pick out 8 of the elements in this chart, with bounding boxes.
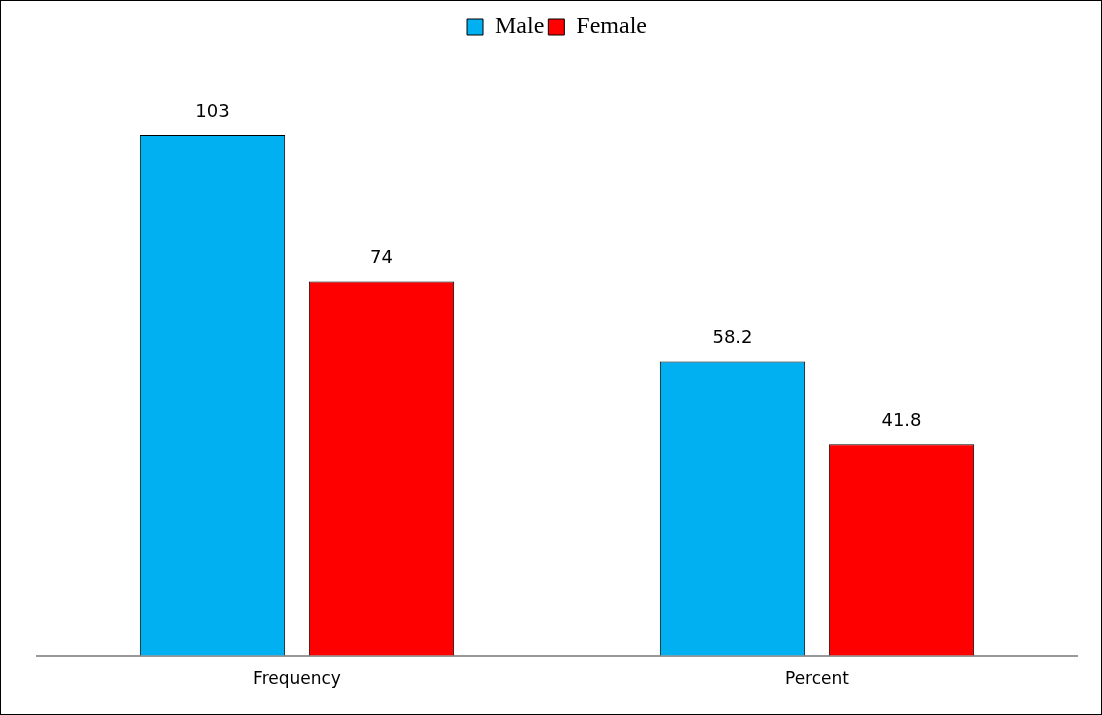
legend-label: Female bbox=[576, 12, 647, 39]
x-tick-label: Frequency bbox=[253, 668, 341, 689]
data-label: 74 bbox=[370, 246, 393, 268]
x-tick-label: Percent bbox=[785, 668, 850, 689]
data-label: 41.8 bbox=[881, 408, 922, 430]
legend-label: Male bbox=[495, 12, 545, 39]
data-label: 103 bbox=[195, 99, 230, 121]
data-label: 58.2 bbox=[712, 326, 753, 348]
